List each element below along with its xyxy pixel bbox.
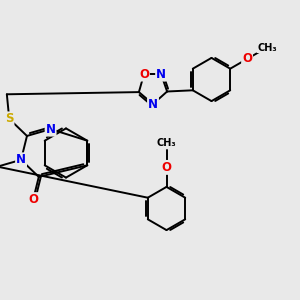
Text: N: N xyxy=(156,68,166,81)
Text: N: N xyxy=(46,123,56,136)
Text: O: O xyxy=(161,161,172,174)
Text: O: O xyxy=(139,68,149,81)
Text: O: O xyxy=(242,52,252,65)
Text: CH₃: CH₃ xyxy=(257,43,277,52)
Text: S: S xyxy=(5,112,14,125)
Text: N: N xyxy=(16,153,26,166)
Text: O: O xyxy=(28,193,38,206)
Text: N: N xyxy=(148,98,158,111)
Text: CH₃: CH₃ xyxy=(157,138,176,148)
